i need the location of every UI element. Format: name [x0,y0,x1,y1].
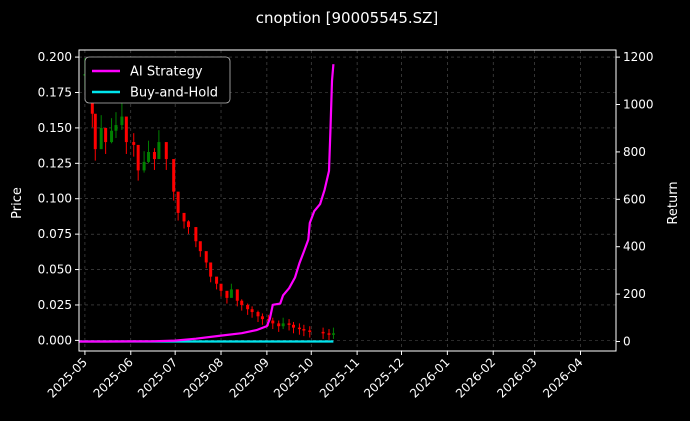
y-right-tick-label: 800 [623,145,646,159]
y-right-tick-label: 600 [623,192,646,206]
price-candle-body [327,333,331,335]
price-candle-body [219,283,223,291]
y-left-tick-label: 0.025 [38,298,72,312]
y-right-tick-label: 1000 [623,98,654,112]
y-left-tick-label: 0.200 [38,50,72,64]
price-candle-body [287,323,291,325]
chart-title: cnoption [90005545.SZ] [256,9,439,27]
price-candle-body [204,251,208,263]
x-tick-label: 2025-09 [227,355,272,400]
price-candle-body [240,300,244,305]
x-tick-label: 2025-06 [91,355,136,400]
y-right-tick-label: 0 [623,335,631,349]
y-axis-left-label: Price [10,187,25,219]
x-tick-label: 2026-04 [540,355,585,400]
y-axis-right: 0 200 400 600 800 1000 1200 [616,50,654,349]
price-candle-body [281,323,285,327]
price-candle-body [271,320,275,324]
price-candle-body [147,151,151,162]
x-tick-label: 2025-07 [135,355,180,400]
price-candle-body [302,329,306,331]
price-candle-body [136,144,140,171]
y-left-tick-label: 0.075 [38,227,72,241]
y-right-tick-label: 400 [623,240,646,254]
x-axis: 2025-05 2025-06 2025-07 2025-08 2025-09 2025-… [45,351,586,401]
x-tick-label: 2025-10 [271,355,316,400]
price-candle-body [260,316,264,320]
y-axis-right-label: Return [666,181,681,224]
y-left-tick-label: 0.175 [38,85,72,99]
x-tick-label: 2025-08 [181,355,226,400]
price-candle-body [235,289,239,301]
price-candle-body [114,125,118,131]
y-left-tick-label: 0.150 [38,121,72,135]
legend-box [84,56,231,104]
plot-frame [78,49,617,352]
price-candle-body [246,304,250,310]
x-tick-label: 2025-12 [361,355,406,400]
price-candle-body [198,241,202,252]
price-candle-body [110,130,114,143]
y-axis-left: 0.000 0.025 0.050 0.075 0.100 0.125 0.150 0.175… [38,50,79,347]
price-candle-body [93,113,97,150]
price-candle-body [209,262,213,277]
price-candle-body [124,116,128,143]
price-candle-body [292,324,296,328]
price-candle-body [256,312,260,317]
x-tick-label: 2025-11 [317,355,362,400]
legend-label: AI Strategy [130,65,203,80]
series-line-ai-strategy [79,64,335,343]
price-candle-body [164,142,168,160]
legend: AI Strategy Buy-and-Hold [84,56,231,104]
price-candle-body [99,127,103,150]
x-tick-label: 2025-05 [45,355,90,400]
price-candle-body [186,221,190,228]
price-candle-body [120,116,124,126]
price-candle-body [215,276,219,284]
x-tick-label: 2026-03 [494,355,539,400]
price-candle-body [142,161,146,171]
y-left-tick-label: 0.000 [38,333,72,347]
price-candle-body [229,289,233,298]
return-lines [79,64,335,343]
price-candle-body [225,290,229,298]
y-right-tick-label: 200 [623,287,646,301]
y-left-tick-label: 0.050 [38,263,72,277]
legend-label: Buy-and-Hold [130,86,218,101]
price-candle-body [104,127,108,143]
x-tick-label: 2026-02 [453,355,498,400]
x-tick-label: 2026-01 [407,355,452,400]
price-candle-body [277,323,281,327]
price-candle-body [321,331,325,334]
price-candle-body [308,330,312,332]
price-candle-body [194,227,198,242]
price-candle-body [172,159,176,192]
y-right-tick-label: 1200 [623,50,654,64]
price-candle-body [152,151,156,160]
price-candle-body [250,309,254,313]
price-candle-body [176,191,180,213]
y-left-tick-label: 0.125 [38,156,72,170]
price-candle-body [182,212,186,222]
price-candle-body [157,142,161,160]
price-candles [83,58,335,341]
y-left-tick-label: 0.100 [38,192,72,206]
price-candle-body [132,142,136,145]
price-candle-body [331,333,335,335]
price-candle-body [297,327,301,330]
